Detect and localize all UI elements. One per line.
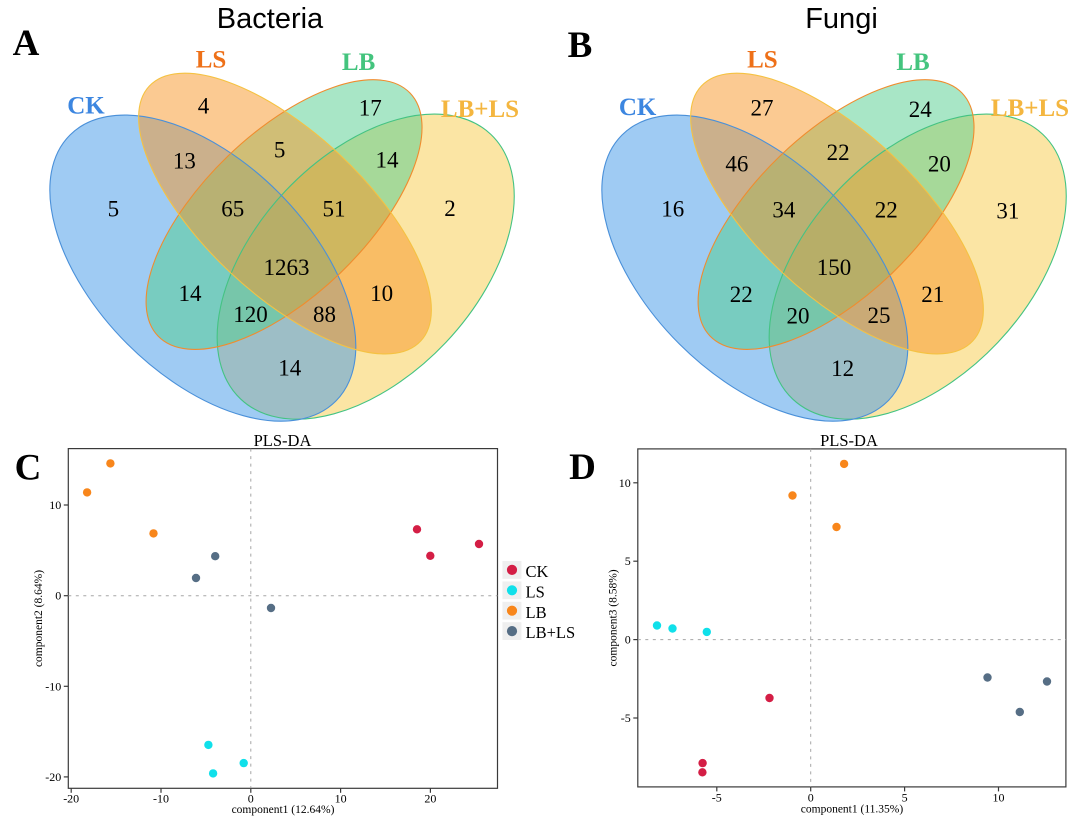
svg-text:5: 5 xyxy=(108,197,120,222)
svg-text:B: B xyxy=(568,25,593,66)
svg-text:150: 150 xyxy=(817,255,852,280)
svg-text:-20: -20 xyxy=(63,791,79,805)
svg-text:22: 22 xyxy=(875,198,898,223)
svg-text:-20: -20 xyxy=(45,770,61,784)
svg-text:CK: CK xyxy=(526,562,549,581)
svg-text:component1 (11.35%): component1 (11.35%) xyxy=(801,804,904,816)
svg-text:-5: -5 xyxy=(621,711,631,725)
svg-text:20: 20 xyxy=(787,304,810,329)
svg-text:5: 5 xyxy=(274,138,286,163)
svg-text:C: C xyxy=(15,448,42,489)
svg-text:LS: LS xyxy=(526,582,545,601)
svg-text:22: 22 xyxy=(730,282,753,307)
svg-text:12: 12 xyxy=(831,356,854,381)
svg-text:0: 0 xyxy=(625,633,631,647)
svg-text:-10: -10 xyxy=(153,791,169,805)
svg-text:51: 51 xyxy=(323,197,346,222)
svg-text:10: 10 xyxy=(619,476,631,490)
svg-text:5: 5 xyxy=(625,554,631,568)
svg-text:46: 46 xyxy=(725,152,748,177)
svg-text:31: 31 xyxy=(996,198,1019,223)
svg-text:10: 10 xyxy=(335,791,347,805)
svg-text:17: 17 xyxy=(359,96,382,121)
svg-text:10: 10 xyxy=(49,498,61,512)
svg-text:14: 14 xyxy=(179,281,203,306)
svg-text:LB: LB xyxy=(342,49,375,76)
svg-text:LS: LS xyxy=(196,47,227,74)
svg-text:0: 0 xyxy=(248,791,254,805)
svg-text:16: 16 xyxy=(661,197,684,222)
svg-text:21: 21 xyxy=(921,282,944,307)
svg-text:0: 0 xyxy=(808,790,814,804)
svg-text:2: 2 xyxy=(444,196,456,221)
svg-text:CK: CK xyxy=(619,94,657,121)
svg-text:5: 5 xyxy=(902,790,908,804)
svg-text:component2 (8.64%): component2 (8.64%) xyxy=(33,570,45,667)
svg-text:13: 13 xyxy=(173,149,196,174)
svg-text:component1 (12.64%): component1 (12.64%) xyxy=(232,804,335,816)
svg-text:LB+LS: LB+LS xyxy=(441,96,519,123)
svg-text:PLS-DA: PLS-DA xyxy=(820,431,878,450)
svg-text:Bacteria: Bacteria xyxy=(217,3,324,35)
svg-text:LB: LB xyxy=(526,603,547,622)
svg-text:1263: 1263 xyxy=(264,255,310,280)
svg-text:120: 120 xyxy=(233,302,268,327)
svg-text:14: 14 xyxy=(278,356,302,381)
svg-text:component3 (8.58%): component3 (8.58%) xyxy=(608,569,620,666)
svg-text:20: 20 xyxy=(424,791,436,805)
svg-text:65: 65 xyxy=(221,197,244,222)
svg-text:LB+LS: LB+LS xyxy=(526,623,576,642)
svg-text:88: 88 xyxy=(313,302,336,327)
svg-text:34: 34 xyxy=(772,197,796,222)
svg-text:0: 0 xyxy=(55,589,61,603)
svg-text:20: 20 xyxy=(928,152,951,177)
svg-text:22: 22 xyxy=(827,140,850,165)
svg-text:LS: LS xyxy=(747,47,778,74)
svg-text:CK: CK xyxy=(67,93,105,120)
svg-text:24: 24 xyxy=(909,97,933,122)
svg-text:4: 4 xyxy=(198,94,210,119)
svg-text:10: 10 xyxy=(993,790,1005,804)
svg-text:10: 10 xyxy=(370,281,393,306)
svg-text:14: 14 xyxy=(376,148,400,173)
svg-text:D: D xyxy=(569,447,596,488)
svg-text:27: 27 xyxy=(751,96,774,121)
svg-text:25: 25 xyxy=(868,303,891,328)
svg-text:PLS-DA: PLS-DA xyxy=(254,431,312,450)
svg-text:-10: -10 xyxy=(45,680,61,694)
svg-text:Fungi: Fungi xyxy=(805,3,878,35)
svg-text:A: A xyxy=(13,23,40,64)
svg-text:LB+LS: LB+LS xyxy=(991,95,1069,122)
svg-text:LB: LB xyxy=(896,49,929,76)
svg-text:-5: -5 xyxy=(712,790,722,804)
